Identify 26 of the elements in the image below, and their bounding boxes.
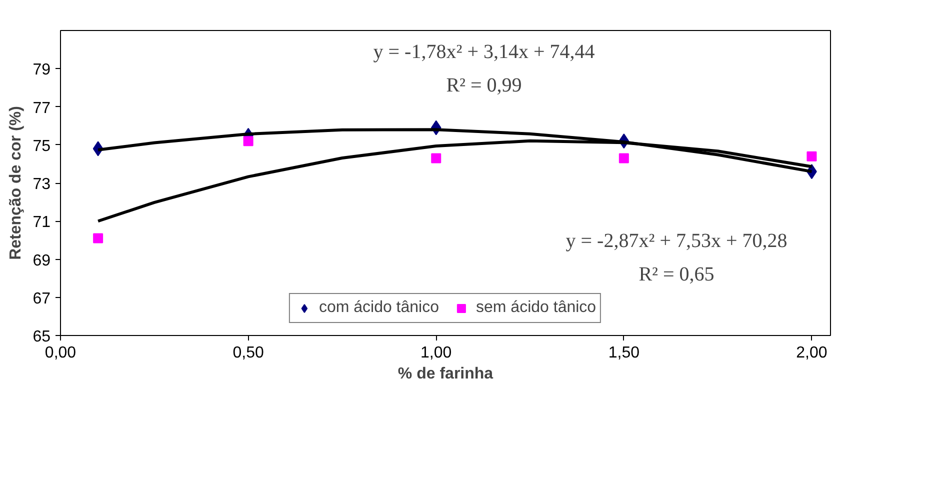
point — [93, 233, 104, 244]
legend-label: com ácido tânico — [318, 299, 439, 317]
x-tick-label: 1,00 — [420, 344, 452, 362]
annotation: y = -2,87x² + 7,53x + 70,28 — [566, 230, 788, 252]
x-tick-label: 2,00 — [796, 344, 828, 362]
x-tick-label: 0,50 — [232, 344, 264, 362]
y-axis-title: Retenção de cor (%) — [8, 106, 25, 260]
legend-label: sem ácido tânico — [476, 299, 596, 317]
x-tick-label: 1,50 — [608, 344, 640, 362]
y-tick-label: 67 — [32, 290, 51, 308]
annotation: R² = 0,65 — [638, 264, 714, 286]
y-tick-label: 71 — [32, 214, 51, 232]
y-tick-label: 65 — [32, 328, 51, 346]
point — [431, 153, 442, 164]
point — [618, 153, 629, 164]
y-tick-label: 75 — [32, 138, 51, 155]
x-tick-label: 0,00 — [44, 344, 76, 362]
annotation: y = -1,78x² + 3,14x + 74,44 — [373, 40, 595, 63]
y-tick-label: 79 — [32, 62, 51, 79]
y-tick-label: 73 — [32, 176, 51, 193]
x-axis-title: % de farinha — [398, 366, 494, 382]
y-tick-label: 69 — [32, 252, 51, 270]
y-tick-label: 77 — [32, 100, 51, 117]
annotation: R² = 0,99 — [446, 74, 522, 96]
point — [243, 136, 254, 146]
point — [806, 151, 817, 162]
